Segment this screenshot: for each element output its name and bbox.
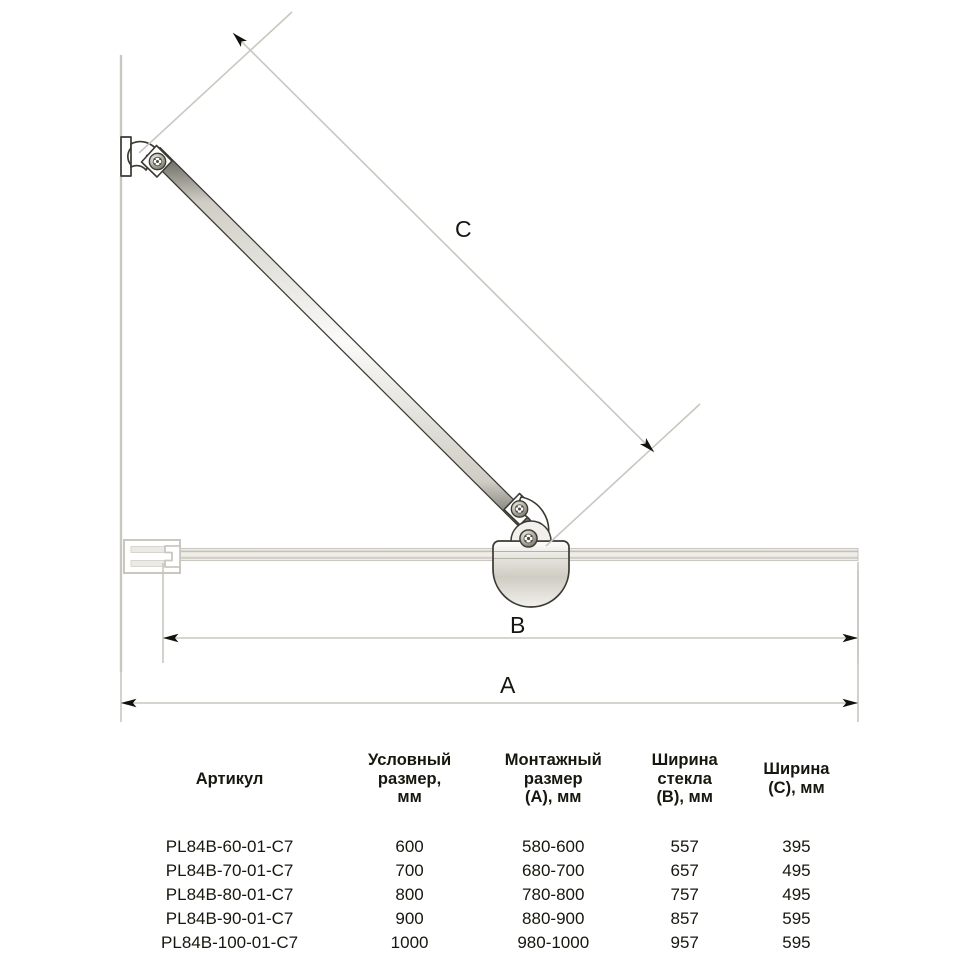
header-line: стекла — [657, 769, 712, 788]
cell-c: 495 — [782, 861, 811, 880]
specification-table: Артикул Условный размер, мм Монтажный ра… — [120, 742, 850, 955]
column-header-glass-width: Ширина стекла (B), мм — [626, 742, 742, 816]
cell-mount: 780-800 — [522, 885, 585, 904]
header-line: Ширина — [763, 760, 830, 779]
header-line: мм — [397, 788, 422, 807]
dimension-label-c: C — [455, 216, 473, 242]
table-row: PL84B-80-01-C7 800 780-800 757 495 — [120, 883, 850, 907]
dimension-a — [120, 570, 859, 722]
dimension-c-extension-top — [138, 11, 293, 154]
dimension-label-a: A — [500, 672, 516, 698]
table-header-row: Артикул Условный размер, мм Монтажный ра… — [120, 742, 850, 816]
cell-article: PL84B-70-01-C7 — [165, 861, 294, 880]
column-header-c-width: Ширина (C), мм — [743, 742, 850, 816]
header-line: размер — [523, 769, 583, 788]
dimension-c — [138, 11, 701, 547]
header-line: Монтажный — [504, 750, 602, 769]
table-row: PL84B-100-01-C7 1000 980-1000 957 595 — [120, 931, 850, 955]
dimension-label-b: B — [510, 612, 526, 638]
wall-bracket — [120, 136, 159, 177]
glass-arm-clamp — [492, 520, 570, 608]
header-line: (B), мм — [656, 788, 713, 807]
cell-nominal: 1000 — [390, 933, 429, 952]
header-line: Артикул — [195, 769, 264, 788]
cell-nominal: 900 — [395, 909, 424, 928]
cell-c: 595 — [782, 909, 811, 928]
cell-article: PL84B-60-01-C7 — [165, 837, 294, 856]
column-header-article: Артикул — [120, 742, 339, 816]
table-body: PL84B-60-01-C7 600 580-600 557 395 PL84B… — [120, 816, 850, 955]
cell-nominal: 600 — [395, 837, 424, 856]
dimension-c-extension-bottom — [545, 403, 701, 547]
lower-pivot-screw — [519, 529, 538, 548]
cell-mount: 680-700 — [522, 861, 585, 880]
cell-c: 495 — [782, 885, 811, 904]
cell-nominal: 700 — [395, 861, 424, 880]
table-row: PL84B-70-01-C7 700 680-700 657 495 — [120, 859, 850, 883]
table-row: PL84B-90-01-C7 900 880-900 857 595 — [120, 907, 850, 931]
shower-screen-technical-drawing — [119, 11, 859, 722]
arm-clamp-screw — [510, 500, 529, 518]
cell-glass: 657 — [670, 861, 699, 880]
header-line: (C), мм — [768, 779, 825, 797]
cell-mount: 580-600 — [522, 837, 585, 856]
cell-mount: 980-1000 — [517, 933, 590, 952]
column-header-mounting-size: Монтажный размер (A), мм — [480, 742, 626, 816]
header-line: (A), мм — [525, 788, 582, 807]
support-arm-bar — [140, 144, 550, 542]
glass-edge-profile — [123, 539, 181, 574]
cell-mount: 880-900 — [522, 909, 585, 928]
column-header-nominal-size: Условный размер, мм — [339, 742, 480, 816]
table-header: Артикул Условный размер, мм Монтажный ра… — [120, 742, 850, 816]
cell-glass: 557 — [670, 837, 699, 856]
cell-c: 395 — [782, 837, 811, 856]
header-line: размер, — [377, 769, 442, 788]
cell-c: 595 — [782, 933, 811, 952]
cell-article: PL84B-80-01-C7 — [165, 885, 294, 904]
cell-article: PL84B-100-01-C7 — [161, 933, 299, 952]
table-row: PL84B-60-01-C7 600 580-600 557 395 — [120, 816, 850, 859]
cell-glass: 857 — [670, 909, 699, 928]
cell-glass: 757 — [670, 885, 699, 904]
header-line: Ширина — [651, 750, 718, 769]
header-line: Условный — [368, 750, 452, 769]
dimension-c-line — [232, 32, 655, 453]
cell-nominal: 800 — [395, 885, 424, 904]
cell-glass: 957 — [670, 933, 699, 952]
cell-article: PL84B-90-01-C7 — [165, 909, 294, 928]
upper-pivot-screw — [148, 152, 167, 171]
